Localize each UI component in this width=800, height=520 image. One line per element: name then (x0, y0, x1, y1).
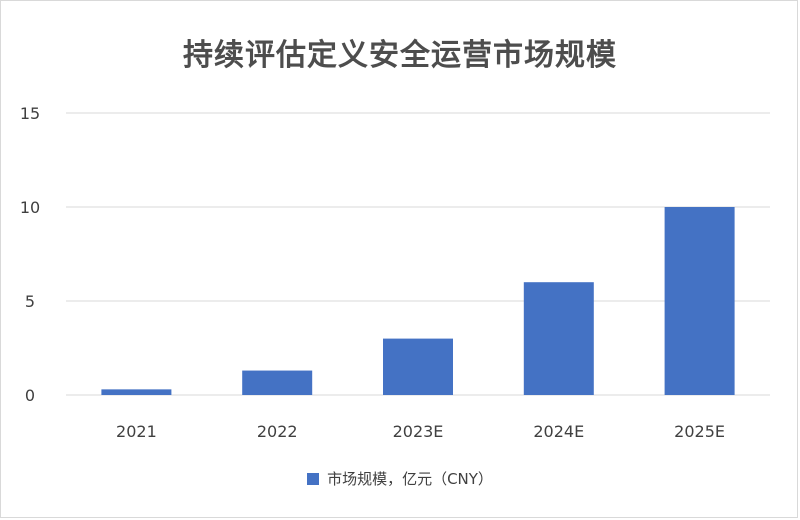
x-axis-ticks: 2021 2022 2023E 2024E 2025E (116, 422, 725, 441)
legend-label: 市场规模，亿元（CNY） (327, 470, 493, 488)
bar-2021 (101, 389, 172, 395)
x-tick-label: 2024E (533, 422, 584, 441)
legend-swatch (307, 472, 320, 485)
bars (101, 207, 735, 395)
y-tick-label: 5 (25, 292, 35, 311)
bar-2025E (664, 207, 735, 395)
y-tick-label: 0 (25, 386, 35, 405)
bar-2024E (523, 282, 594, 395)
x-tick-label: 2021 (116, 422, 157, 441)
x-tick-label: 2025E (674, 422, 725, 441)
chart-title: 持续评估定义安全运营市场规模 (183, 38, 617, 73)
bar-2023E (383, 338, 453, 395)
x-tick-label: 2023E (393, 422, 444, 441)
legend: 市场规模，亿元（CNY） (0, 468, 800, 489)
y-tick-label: 15 (20, 104, 40, 123)
x-tick-label: 2022 (257, 422, 298, 441)
y-axis-ticks: 0 5 10 15 (20, 104, 40, 405)
bar-2022 (242, 370, 313, 395)
y-tick-label: 10 (20, 198, 40, 217)
